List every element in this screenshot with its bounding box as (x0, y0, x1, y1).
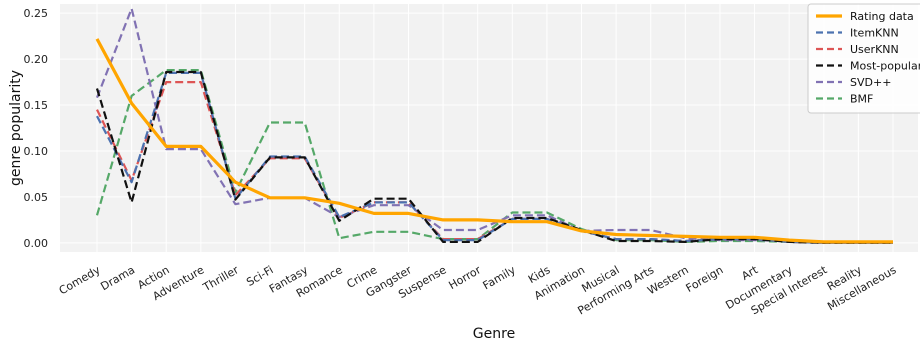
x-axis-title: Genre (473, 326, 515, 342)
x-tick-label: Foreign (684, 263, 726, 295)
legend-label: SVD++ (850, 76, 891, 89)
legend-label: ItemKNN (850, 27, 899, 40)
x-tick-label: Family (481, 263, 519, 292)
y-tick-label: 0.25 (24, 7, 49, 20)
plot-area (60, 4, 918, 252)
y-tick-label: 0.10 (24, 145, 49, 158)
series-lines (95, 7, 893, 244)
legend-label: BMF (850, 93, 873, 106)
legend-frame (807, 3, 920, 114)
y-axis-title: genre popularity (8, 70, 24, 186)
y-tick-label: 0.20 (24, 53, 49, 66)
series-line (95, 38, 893, 244)
x-tick-label: Thriller (200, 263, 241, 294)
y-tick-label: 0.05 (24, 191, 49, 204)
x-tick-label: Drama (98, 263, 137, 293)
series-line (95, 7, 893, 243)
legend-label: Most-popular (850, 60, 920, 73)
y-tick-label: 0.00 (24, 237, 49, 250)
legend-label: UserKNN (850, 43, 899, 56)
y-tick-label: 0.15 (24, 99, 49, 112)
y-axis-ticks: 0.00 0.05 0.10 0.15 0.20 0.25 (24, 7, 49, 250)
x-tick-label: Art (739, 263, 760, 283)
series-line (95, 68, 893, 244)
x-tick-label: Comedy (57, 263, 103, 297)
x-tick-label: Horror (446, 263, 483, 292)
legend-label: Rating data (850, 10, 914, 23)
legend: Rating data ItemKNN UserKNN Most-popular SVD… (807, 3, 920, 114)
